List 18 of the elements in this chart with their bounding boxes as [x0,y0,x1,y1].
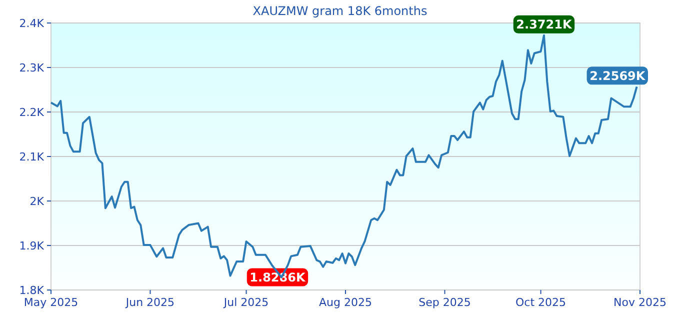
x-tick-label: Jul 2025 [222,296,269,309]
y-tick-label: 2.4K [19,16,45,30]
x-tick-label: Nov 2025 [614,296,666,309]
annotation: 1.8286K [250,270,306,284]
y-tick-label: 2K [30,194,45,208]
x-tick-label: Jun 2025 [124,296,175,309]
x-tick-label: Oct 2025 [516,296,566,309]
x-tick-label: May 2025 [24,296,78,309]
annotation: 2.2569K [590,68,646,83]
y-tick-label: 1.9K [19,239,45,252]
annotation: 2.3721K [516,18,572,32]
x-tick-label: Aug 2025 [319,296,372,309]
y-tick-label: 2.2K [19,106,45,119]
x-tick-label: Sep 2025 [418,296,471,309]
chart-title: XAUZMW gram 18K 6months [252,4,428,18]
y-tick-label: 2.3K [19,61,45,74]
y-tick-label: 1.8K [19,284,45,297]
y-tick-label: 2.1K [19,150,45,164]
